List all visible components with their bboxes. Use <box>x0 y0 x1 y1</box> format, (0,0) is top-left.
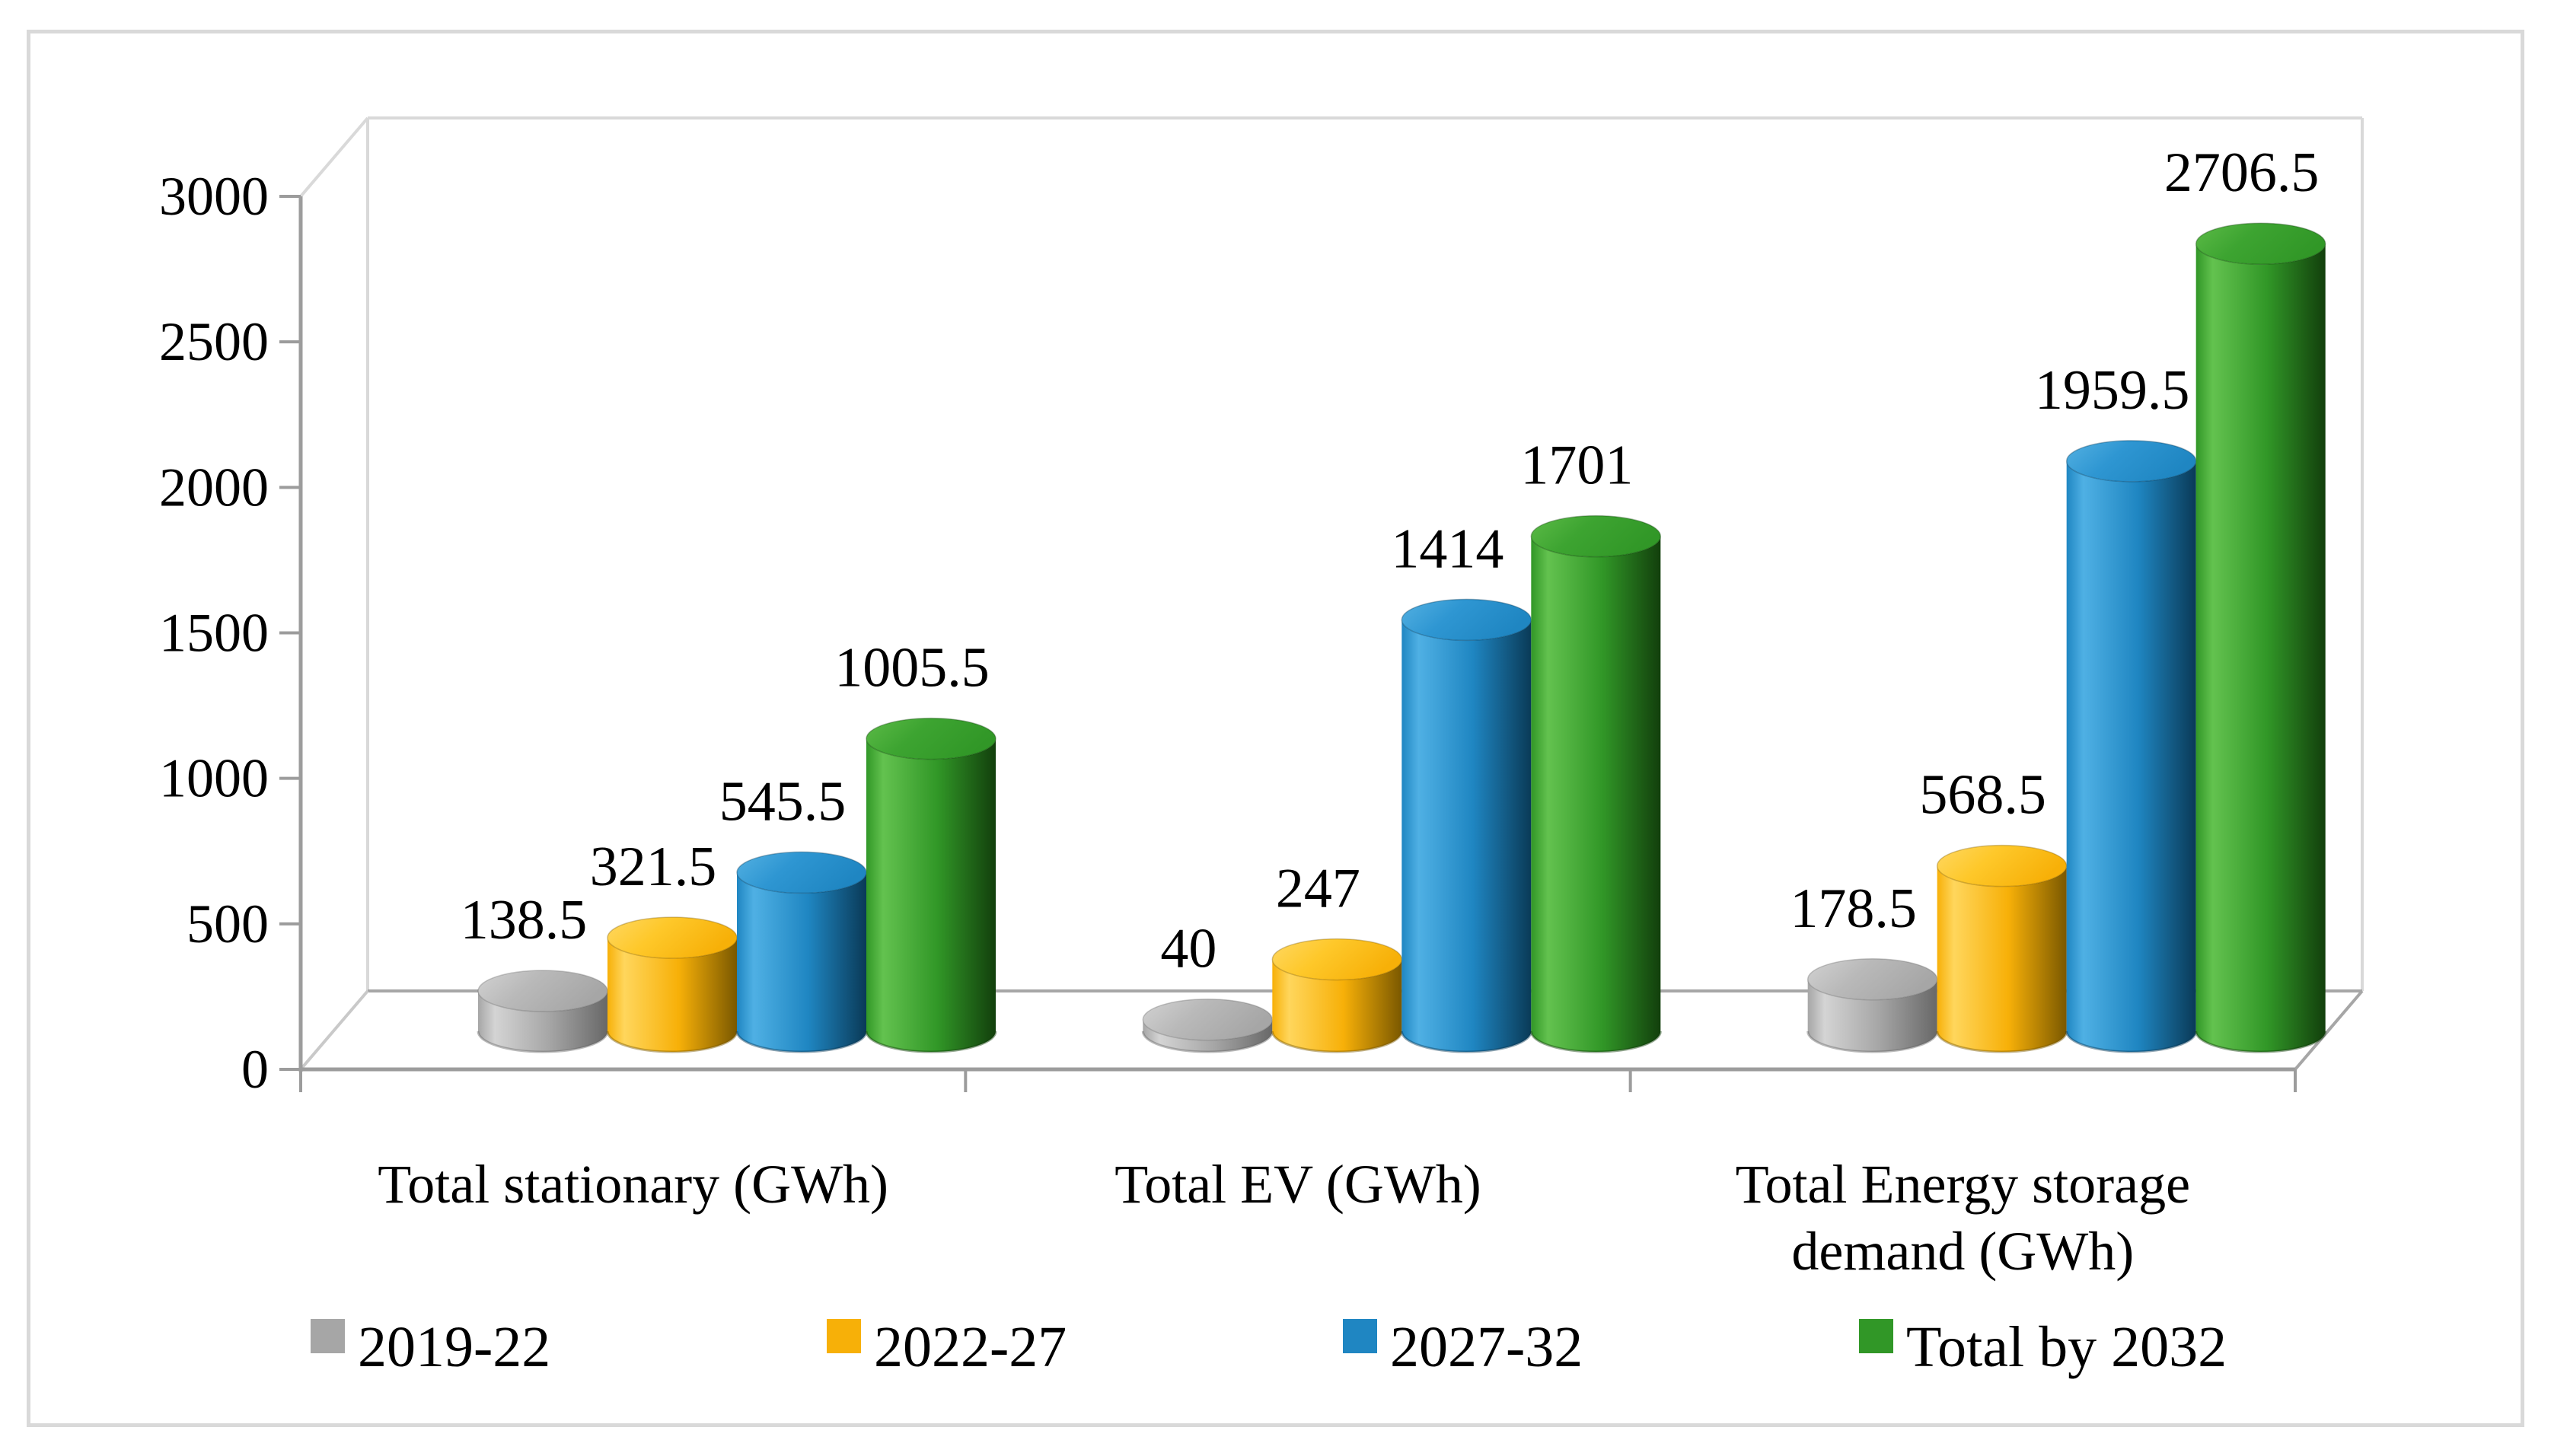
data-label: 138.5 <box>461 889 588 951</box>
y-tick-label: 1500 <box>159 603 269 664</box>
data-label: 1959.5 <box>2035 359 2190 422</box>
cylinder-2027-32-cat3 <box>2065 440 2198 1053</box>
data-label: 545.5 <box>719 770 847 833</box>
cylinder-2022-27-cat1 <box>606 916 738 1053</box>
category-label: demand (GWh) <box>1791 1221 2134 1282</box>
cylinder-body <box>1531 536 1661 1052</box>
cylinder-cap <box>1401 598 1532 642</box>
y-tick-label: 500 <box>187 894 269 954</box>
floor-left-diagonal <box>299 989 369 1071</box>
legend-label: Total by 2032 <box>1906 1315 2227 1379</box>
cylinder-bottom-rim <box>1271 1031 1403 1053</box>
cylinder-body <box>2066 460 2196 1052</box>
y-tick-label: 2000 <box>159 457 269 518</box>
wall-top-left-diagonal <box>299 116 369 198</box>
y-tick-label: 0 <box>241 1039 269 1100</box>
cylinder-cap <box>866 717 996 760</box>
cylinder-2022-27-cat2 <box>1271 938 1403 1053</box>
category-label: Total EV (GWh) <box>1114 1154 1481 1215</box>
legend: 2019-22 2022-27 2027-32 Total by 2032 <box>311 1315 2227 1379</box>
cylinder-body <box>1143 1019 1273 1052</box>
category-label: Total Energy storage <box>1736 1154 2190 1215</box>
legend-item-total-by-2032: Total by 2032 <box>1859 1315 2227 1379</box>
legend-item-2019-22: 2019-22 <box>311 1315 550 1379</box>
cylinder-cap <box>2065 440 2197 483</box>
legend-marker <box>311 1319 345 1353</box>
cylinder-bottom-rim <box>1400 1031 1532 1053</box>
cylinder-2019-22-cat2 <box>1141 998 1274 1053</box>
data-label: 1005.5 <box>834 637 990 699</box>
cylinder-cap <box>477 970 608 1012</box>
cylinder-bottom-rim <box>2065 1031 2198 1053</box>
data-label: 40 <box>1160 918 1217 980</box>
data-label: 321.5 <box>590 836 717 898</box>
cylinder-body <box>478 991 607 1052</box>
legend-label: 2022-27 <box>874 1315 1067 1379</box>
category-label: Total stationary (GWh) <box>378 1154 888 1215</box>
category-labels: Total stationary (GWh) Total EV (GWh) Tota… <box>378 1154 2190 1282</box>
cylinder-cap <box>2195 222 2326 265</box>
y-tick-label: 3000 <box>159 166 269 227</box>
legend-marker <box>1859 1319 1893 1353</box>
cylinders <box>477 222 2327 1053</box>
data-label: 1701 <box>1520 435 1633 497</box>
cylinder-bottom-rim <box>735 1031 868 1053</box>
y-tick-label: 1000 <box>159 748 269 809</box>
cylinder-2019-22-cat3 <box>1806 958 1939 1053</box>
cylinder-body <box>737 872 866 1052</box>
cylinder-bottom-rim <box>1529 1031 1662 1053</box>
cylinder-bottom-rim <box>2195 1031 2327 1053</box>
data-label: 1414 <box>1391 518 1503 580</box>
cylinder-bottom-rim <box>477 1031 609 1053</box>
cylinder-body <box>1401 620 1532 1052</box>
cylinder-2022-27-cat3 <box>1936 844 2068 1053</box>
cylinder-cap <box>1142 998 1274 1041</box>
cylinder-body <box>1807 979 1937 1052</box>
cylinder-body <box>1937 865 2067 1052</box>
y-tick-label: 2500 <box>159 311 269 372</box>
cylinder-bottom-rim <box>865 1031 997 1053</box>
legend-item-2022-27: 2022-27 <box>827 1315 1067 1379</box>
legend-label: 2019-22 <box>358 1315 550 1379</box>
floor-right-diagonal <box>2294 989 2364 1071</box>
cylinder-cap <box>736 851 867 894</box>
x-axis <box>299 1067 2297 1092</box>
cylinder-total-by-2032-cat2 <box>1529 515 1662 1053</box>
cylinder-2027-32-cat2 <box>1400 598 1532 1053</box>
cylinder-body <box>866 738 996 1052</box>
legend-label: 2027-32 <box>1390 1315 1583 1379</box>
cylinder-body <box>607 938 737 1052</box>
data-label: 568.5 <box>1919 764 2046 827</box>
cylinder-bottom-rim <box>1141 1031 1274 1053</box>
cylinder-cap <box>1936 844 2068 887</box>
cylinder-cap <box>1806 958 1938 1001</box>
cylinder-cap <box>607 916 738 959</box>
cylinder-cap <box>1271 938 1403 981</box>
cylinder-2027-32-cat1 <box>735 851 868 1053</box>
legend-marker <box>1343 1319 1377 1353</box>
cylinder-2019-22-cat1 <box>477 970 609 1053</box>
cylinder-cap <box>1530 515 1662 558</box>
data-label: 2706.5 <box>2164 142 2320 204</box>
legend-item-2027-32: 2027-32 <box>1343 1315 1583 1379</box>
y-axis: 0 500 1000 1500 2000 2500 3000 <box>159 166 303 1100</box>
cylinder-body <box>2195 244 2326 1052</box>
data-label: 178.5 <box>1790 878 1917 940</box>
data-label: 247 <box>1276 858 1360 920</box>
cylinder-body <box>1272 959 1402 1052</box>
cylinder-bottom-rim <box>606 1031 738 1053</box>
cylinder-total-by-2032-cat3 <box>2195 222 2327 1053</box>
legend-marker <box>827 1319 861 1353</box>
cylinder-total-by-2032-cat1 <box>865 717 997 1053</box>
cylinder-bottom-rim <box>1806 1031 1939 1053</box>
cylinder-bottom-rim <box>1936 1031 2068 1053</box>
